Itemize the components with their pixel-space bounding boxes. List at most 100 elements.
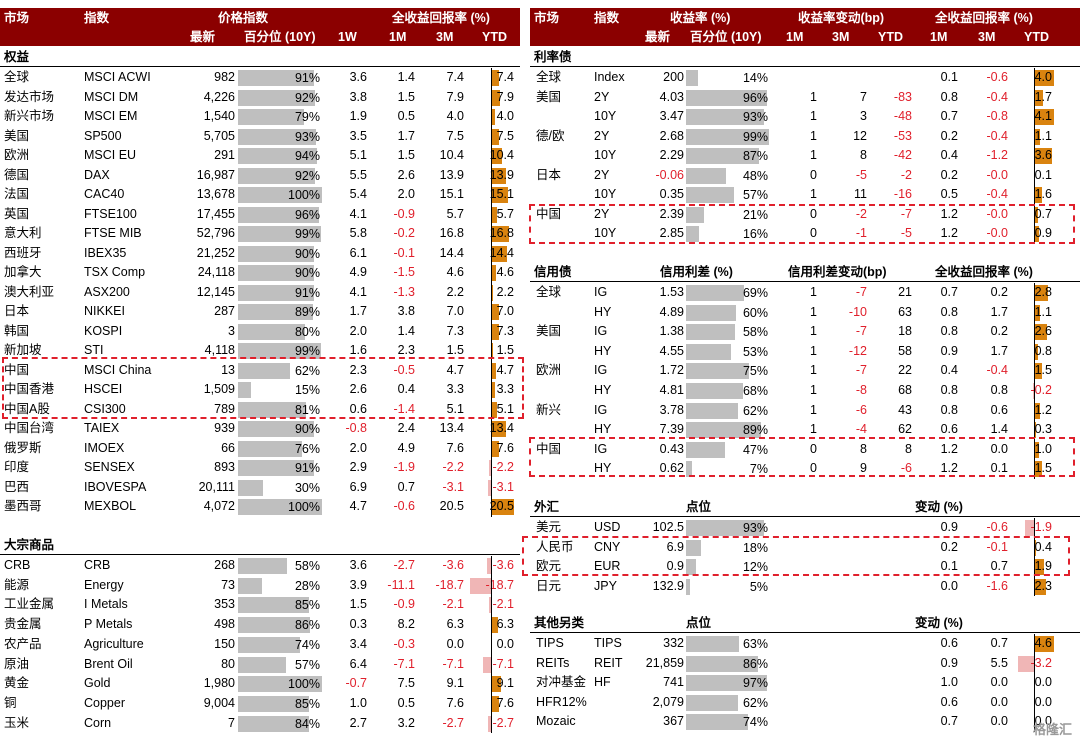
percentile-bar: 100% bbox=[238, 499, 322, 515]
market-cell: 德国 bbox=[4, 167, 30, 182]
percentile-label: 74% bbox=[742, 715, 768, 730]
latest-cell: 268 bbox=[214, 558, 235, 572]
percentile-fill bbox=[686, 128, 770, 145]
ytd-bar bbox=[491, 382, 495, 398]
market-cell: 欧元 bbox=[536, 559, 562, 573]
table-row: 黄金 Gold 1,980 -0.7 7.5 9.1 100% 9.1 bbox=[0, 674, 520, 694]
percentile-fill bbox=[238, 187, 322, 203]
table-row: 农产品 Agriculture 150 3.4 -0.3 0.0 74% 0.0 bbox=[0, 635, 520, 655]
market-cell: HFR12% bbox=[536, 694, 587, 709]
w1-cell: 3.8 bbox=[349, 89, 367, 104]
percentile-label: 100% bbox=[288, 500, 320, 514]
percentile-bar: 75% bbox=[686, 363, 770, 380]
market-cell: 黄金 bbox=[4, 676, 30, 691]
latest-cell: 1.72 bbox=[659, 363, 684, 378]
ytd-bar bbox=[1034, 578, 1046, 595]
percentile-fill bbox=[686, 70, 698, 86]
percentile-bar: 85% bbox=[238, 597, 322, 614]
latest-cell: 80 bbox=[221, 656, 235, 671]
percentile-bar: 86% bbox=[686, 655, 770, 672]
table-row: HY 7.39 1 -4 62 0.6 1.4 89% 0.3 bbox=[530, 420, 1080, 440]
ytd-value: -7.1 bbox=[492, 656, 514, 671]
percentile-fill bbox=[238, 421, 314, 437]
ytd-value: 4.0 bbox=[1034, 70, 1052, 84]
m3-cell: 7.6 bbox=[446, 440, 464, 455]
r-col-yield-chg: 收益率变动(bp) bbox=[798, 11, 885, 25]
percentile-fill bbox=[686, 148, 760, 164]
percentile-bar: 57% bbox=[686, 187, 770, 203]
m1-cell: 4.9 bbox=[397, 440, 415, 455]
latest-cell: 4,118 bbox=[204, 343, 235, 357]
credit-spread-label: 信用利差 (%) bbox=[660, 265, 733, 279]
index-cell: Agriculture bbox=[84, 636, 144, 651]
col-total-return: 全收益回报率 (%) bbox=[392, 11, 490, 25]
chg-ytd-cell: 68 bbox=[898, 383, 912, 397]
percentile-bar: 92% bbox=[238, 89, 322, 106]
ytd-value: 1.2 bbox=[1034, 402, 1052, 417]
table-row: 巴西 IBOVESPA 20,111 6.9 0.7 -3.1 30% -3.1 bbox=[0, 478, 520, 498]
chg-ytd-cell: -7 bbox=[900, 206, 912, 221]
ytd-bar bbox=[1034, 285, 1048, 301]
percentile-label: 62% bbox=[742, 403, 768, 418]
percentile-bar: 69% bbox=[686, 285, 770, 301]
chg-3m-cell: -4 bbox=[855, 422, 867, 437]
index-cell: CAC40 bbox=[84, 187, 125, 201]
m1-cell: 1.4 bbox=[397, 323, 415, 338]
latest-cell: 1,540 bbox=[203, 109, 235, 123]
index-cell: HY bbox=[594, 343, 612, 358]
latest-cell: 2.29 bbox=[659, 148, 684, 162]
percentile-bar: 62% bbox=[686, 402, 770, 419]
ytd-bar bbox=[491, 304, 499, 320]
ytd-bar bbox=[1034, 226, 1039, 242]
table-row: 发达市场 MSCI DM 4,226 3.8 1.5 7.9 92% 7.9 bbox=[0, 88, 520, 108]
table-row: 原油 Brent Oil 80 6.4 -7.1 -7.1 57% -7.1 bbox=[0, 655, 520, 675]
index-cell: MSCI DM bbox=[84, 89, 139, 104]
w1-cell: 3.6 bbox=[349, 558, 367, 572]
ytd-bar bbox=[488, 460, 491, 476]
m1-cell: 0.1 bbox=[940, 70, 958, 84]
chg-ytd-cell: -16 bbox=[893, 187, 912, 201]
table-row: 中国香港 HSCEI 1,509 2.6 0.4 3.3 15% 3.3 bbox=[0, 380, 520, 400]
m3-cell: -2.7 bbox=[442, 715, 464, 730]
percentile-fill bbox=[238, 206, 319, 223]
latest-cell: 1.38 bbox=[659, 324, 684, 339]
percentile-bar: 100% bbox=[238, 187, 322, 203]
right-table: 市场 指数 收益率 (%) 收益率变动(bp) 全收益回报率 (%) 最新 百分… bbox=[530, 8, 1080, 744]
ytd-bar bbox=[491, 617, 498, 634]
market-cell: 日本 bbox=[4, 304, 30, 318]
ytd-value: 7.0 bbox=[496, 304, 514, 318]
percentile-bar: 62% bbox=[238, 362, 322, 379]
m3-cell: 15.1 bbox=[439, 187, 464, 201]
w1-cell: 1.6 bbox=[349, 343, 367, 357]
ytd-bar bbox=[491, 440, 500, 457]
m3-cell: 0.0 bbox=[990, 714, 1008, 729]
percentile-label: 68% bbox=[742, 384, 768, 398]
fx-title: 外汇 bbox=[534, 500, 560, 514]
table-row: 美国 IG 1.38 1 -7 18 0.8 0.2 58% 2.6 bbox=[530, 322, 1080, 342]
m1-cell: 1.5 bbox=[397, 148, 415, 162]
index-cell: CSI300 bbox=[84, 401, 126, 416]
chg-3m-cell: 8 bbox=[860, 148, 867, 162]
percentile-bar: 91% bbox=[238, 284, 322, 301]
percentile-fill bbox=[238, 617, 311, 634]
market-cell: 法国 bbox=[4, 187, 30, 201]
percentile-bar: 96% bbox=[686, 89, 770, 106]
percentile-fill bbox=[238, 70, 315, 86]
chg-3m-cell: -1 bbox=[855, 226, 867, 240]
w1-cell: 3.5 bbox=[349, 128, 367, 143]
ytd-bar bbox=[491, 265, 497, 281]
percentile-fill bbox=[686, 461, 692, 478]
latest-cell: 789 bbox=[214, 401, 235, 416]
fx-change-label: 变动 (%) bbox=[915, 500, 963, 514]
percentile-fill bbox=[238, 89, 316, 106]
ytd-value: 0.1 bbox=[1034, 167, 1052, 182]
index-cell: 2Y bbox=[594, 89, 610, 104]
ytd-bar bbox=[1034, 402, 1040, 419]
market-cell: 巴西 bbox=[4, 479, 30, 494]
ytd-zero-line bbox=[1034, 283, 1035, 479]
ytd-value: 14.4 bbox=[489, 245, 514, 260]
ytd-value: -2.7 bbox=[492, 715, 514, 730]
m3-cell: 20.5 bbox=[439, 499, 464, 513]
m3-cell: -0.4 bbox=[986, 187, 1008, 201]
ytd-value: 1.1 bbox=[1034, 128, 1052, 143]
